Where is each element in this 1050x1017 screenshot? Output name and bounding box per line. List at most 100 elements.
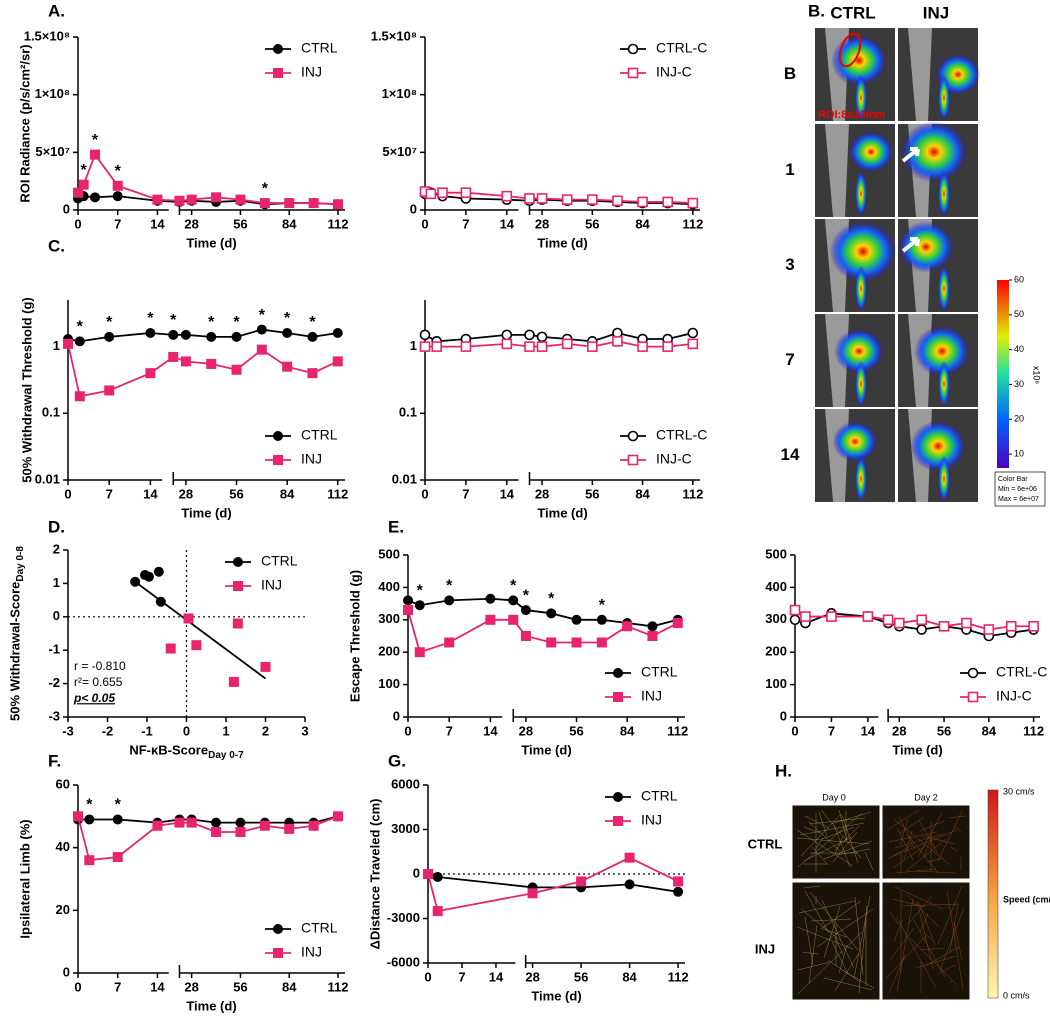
x-tick-label: 14: [500, 216, 515, 231]
legend-label: INJ: [641, 812, 662, 828]
data-point: [112, 191, 123, 202]
significance-marker: *: [115, 797, 122, 814]
row-label: 7: [785, 350, 794, 369]
data-point: [596, 637, 607, 648]
data-point: [561, 194, 573, 205]
data-point: [414, 647, 425, 658]
x-tick-label: 28: [179, 486, 193, 501]
x-tick-label: 7: [462, 216, 469, 231]
x-axis-label: Time (d): [537, 235, 587, 250]
y-tick-label: 300: [378, 611, 400, 626]
x-tick-label: 7: [462, 486, 469, 501]
data-point: [333, 811, 344, 822]
legend-marker: [613, 792, 623, 802]
y-tick-label: 0.01: [392, 471, 417, 486]
data-point: [662, 341, 673, 352]
data-point: [403, 595, 413, 606]
x-tick-label: 0: [404, 723, 411, 738]
significance-marker: *: [115, 163, 122, 180]
legend-label: CTRL: [641, 664, 678, 680]
data-point: [231, 364, 242, 375]
legend-label: INJ: [261, 577, 282, 593]
legend-label: INJ-C: [656, 451, 692, 467]
x-tick-label: 7: [114, 216, 121, 231]
data-point: [260, 661, 271, 672]
data-point: [916, 614, 927, 626]
leg-silhouette: [908, 28, 932, 121]
data-point: [308, 820, 319, 831]
signal: [914, 325, 970, 377]
data-point: [104, 385, 115, 396]
signal: [855, 360, 867, 407]
data-point: [637, 341, 648, 352]
legend-marker: [613, 692, 623, 702]
data-point: [143, 571, 154, 582]
data-point: [501, 329, 513, 341]
data-point: [73, 811, 83, 822]
x-tick-label: 0: [64, 486, 71, 501]
legend-marker: [233, 581, 243, 591]
x-tick-label: 112: [682, 216, 703, 231]
legend-marker: [627, 67, 639, 79]
y-tick-label: 1.5×10⁸: [24, 28, 70, 43]
x-tick-label: 56: [569, 723, 583, 738]
y-tick-label: 40: [56, 839, 70, 854]
panel-h: H. Day 0 Day 2 CTRL INJ 30 cm/s Speed (c…: [748, 761, 1050, 1001]
y-tick-label: 20: [56, 902, 70, 917]
y-tick-label: 5×10⁷: [35, 144, 70, 159]
stat-text: r²= 0.655: [74, 675, 123, 689]
legend-label: INJ: [301, 64, 322, 80]
leg-silhouette: [825, 124, 849, 217]
data-point: [307, 368, 318, 379]
legend-marker: [273, 924, 283, 934]
legend-marker: [613, 816, 623, 826]
legend-marker: [273, 948, 283, 958]
track-lines: [886, 809, 966, 875]
x-tick-label: 112: [682, 486, 703, 501]
data-point: [524, 341, 535, 352]
x-tick-label: 0: [183, 723, 190, 738]
chart: 0 100 200 300 400 500 0 7 14 28 56 84 112 Time (d) CTR…: [765, 546, 1047, 757]
significance-marker: *: [599, 597, 606, 614]
data-point: [536, 331, 548, 343]
signal: [898, 221, 954, 273]
significance-marker: *: [233, 314, 240, 331]
data-point: [211, 192, 222, 203]
data-point: [235, 817, 246, 828]
data-point: [1028, 620, 1039, 632]
y-tick-label: 0: [413, 865, 420, 880]
y-tick-label: 0: [410, 201, 417, 216]
data-point: [800, 611, 811, 622]
legend-label: INJ-C: [996, 688, 1032, 704]
y-tick-label: 0.01: [35, 471, 60, 486]
data-point: [432, 871, 443, 882]
x-tick-label: -2: [102, 723, 114, 738]
data-point: [826, 611, 837, 622]
colorbar-info: Min = 6e+06: [998, 486, 1037, 493]
colorbar-title: Speed (cm/s): [1003, 894, 1050, 904]
legend-marker: [273, 44, 283, 54]
x-tick-label: 0: [791, 723, 798, 738]
y-tick-label: 0: [63, 201, 70, 216]
data-point: [527, 888, 538, 899]
data-point: [84, 855, 95, 866]
legend-marker: [967, 667, 979, 679]
data-point: [104, 331, 115, 342]
x-tick-label: 3: [301, 723, 308, 738]
signal: [938, 170, 950, 217]
data-point: [174, 817, 185, 828]
y-tick-label: 300: [765, 611, 787, 626]
signal: [900, 121, 968, 183]
y-tick-label: 3000: [391, 821, 420, 836]
legend-label: INJ: [301, 944, 322, 960]
data-point: [152, 194, 163, 205]
signal: [834, 328, 884, 374]
colorbar-tick-label: 40: [1014, 344, 1024, 354]
colorbar: [987, 789, 999, 999]
colorbar: [997, 280, 1009, 468]
significance-marker: *: [510, 578, 517, 595]
x-axis-label: Time (d): [537, 505, 587, 520]
x-tick-label: 112: [328, 979, 349, 994]
